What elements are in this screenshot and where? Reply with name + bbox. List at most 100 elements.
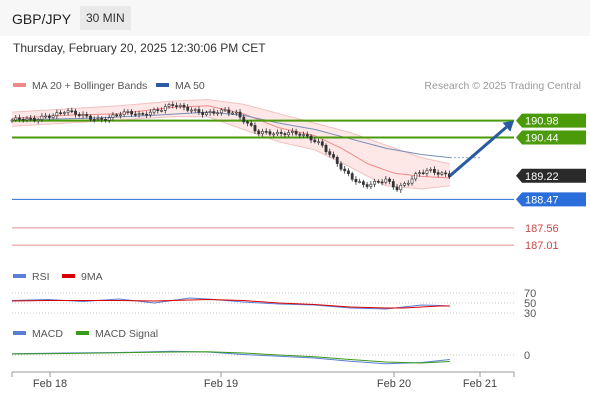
candle-body (14, 117, 18, 121)
candle-body (309, 135, 313, 141)
candle-body (429, 169, 433, 171)
candle-body (294, 131, 298, 135)
candle-body (332, 154, 335, 158)
candle-body (122, 111, 126, 116)
candle-body (395, 186, 399, 191)
candle-body (440, 172, 444, 175)
candle-body (414, 173, 418, 180)
candle-body (283, 133, 287, 136)
price-label-187.56: 187.56 (525, 223, 559, 235)
legend-swatch (13, 331, 26, 336)
macd-series-signal (11, 351, 450, 364)
legend-9ma: 9MA (62, 271, 103, 283)
candle-body (425, 170, 429, 174)
candle-body (92, 119, 96, 121)
candle-body (268, 131, 272, 135)
symbol-label: GBP/JPY (12, 11, 72, 27)
candle-body (100, 118, 104, 120)
candle-body (21, 118, 25, 121)
candle-body (145, 113, 148, 116)
legend-label: MA 50 (175, 80, 205, 92)
candle-body (70, 110, 74, 113)
candle-body (216, 112, 220, 115)
price-label-187.01: 187.01 (525, 240, 559, 252)
candle-body (208, 111, 212, 114)
candle-body (350, 173, 354, 180)
price-label-box-resistance (516, 130, 586, 145)
candle-body (18, 117, 21, 120)
candle-body (44, 115, 48, 118)
candle-body (264, 131, 268, 133)
candle-body (152, 109, 156, 113)
candle-body (29, 117, 33, 120)
candle-body (104, 118, 107, 121)
candle-body (130, 111, 134, 115)
candle-body (313, 139, 317, 143)
candle-body (62, 112, 66, 114)
candle-body (242, 116, 246, 123)
candle-body (186, 106, 190, 111)
candle-body (227, 109, 231, 114)
candle-body (51, 115, 55, 118)
macd-tick-label: 0 (524, 350, 530, 362)
candle-body (178, 104, 182, 107)
candle-body (96, 118, 100, 120)
legend-label: RSI (32, 271, 50, 283)
candle-body (410, 178, 414, 184)
bollinger-upper-line (11, 99, 451, 165)
x-tick-label: Feb 18 (33, 378, 67, 390)
candle-body (399, 184, 403, 191)
candle-body (249, 122, 253, 126)
candle-body (276, 132, 279, 135)
price-label-188.47: 188.47 (525, 194, 559, 206)
rsi-series-rsi (11, 297, 450, 310)
rsi-tick-label: 70 (524, 288, 536, 300)
candle-body (231, 112, 234, 115)
candle-body (339, 163, 343, 170)
candle-body (305, 134, 309, 137)
candle-body (380, 181, 384, 184)
candle-body (391, 181, 395, 188)
candle-body (182, 104, 186, 108)
candle-body (47, 115, 51, 118)
candle-body (201, 112, 205, 116)
candle-body (444, 172, 448, 175)
candle-body (403, 183, 406, 186)
forecast-arrow-head (502, 120, 514, 132)
candle-body (55, 112, 59, 117)
legend-swatch (13, 83, 26, 88)
candle-body (163, 106, 167, 111)
legend-swatch (156, 83, 169, 88)
candle-body (193, 109, 197, 111)
candle-body (290, 131, 294, 133)
legend-macd-signal: MACD Signal (76, 328, 158, 340)
candle-body (77, 114, 81, 117)
candle-body (59, 112, 62, 115)
legend-ma20-bollinger: MA 20 + Bollinger Bands (13, 80, 147, 92)
candle-body (302, 134, 305, 136)
legend-label: 9MA (81, 271, 103, 283)
candle-body (141, 113, 145, 115)
candle-body (317, 141, 320, 144)
candle-body (358, 181, 362, 183)
legend-macd: MACD (13, 328, 63, 340)
candle-body (369, 183, 373, 187)
candle-body (126, 111, 130, 113)
price-label-box-support (516, 192, 586, 207)
candle-body (167, 104, 171, 107)
legend-swatch (13, 274, 26, 279)
forecast-arrow-shaft (448, 125, 508, 177)
legend-label: MACD Signal (95, 328, 159, 340)
candle-body (119, 114, 122, 117)
candle-body (89, 115, 92, 120)
rsi-tick-label: 30 (524, 308, 536, 320)
candle-body (246, 121, 249, 124)
candle-body (373, 180, 377, 185)
candle-body (66, 110, 70, 113)
price-label-190.98: 190.98 (525, 116, 559, 128)
timeframe-button[interactable]: 30 MIN (80, 6, 131, 30)
candle-body (85, 114, 89, 117)
candle-body (175, 105, 178, 107)
candle-body (171, 104, 175, 106)
candle-body (272, 133, 276, 136)
